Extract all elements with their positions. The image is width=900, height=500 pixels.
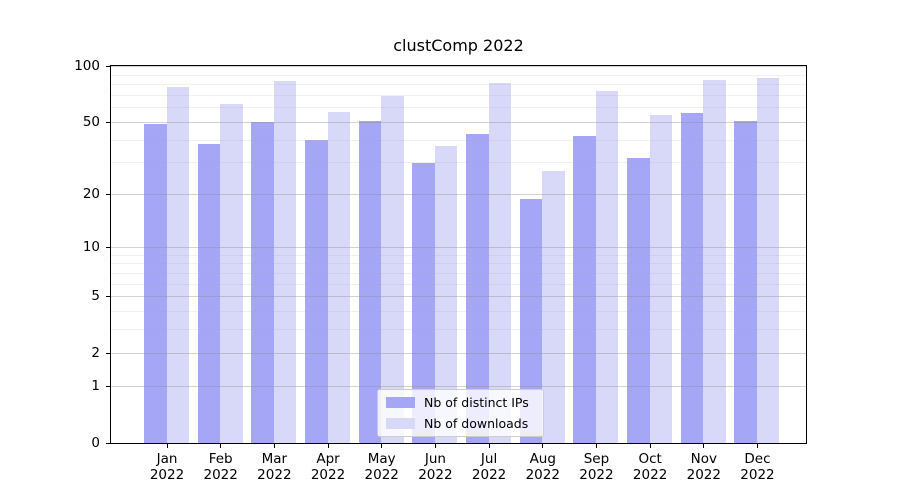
- x-axis-tick-label: Nov 2022: [686, 451, 721, 483]
- bar-downloads-Jul: [488, 82, 512, 443]
- x-axis-tick-label: Jul 2022: [471, 451, 507, 483]
- x-axis-tick-label: Mar 2022: [257, 451, 292, 483]
- y-tick-mark: [105, 121, 110, 123]
- legend-item-distinct-ips: Nb of distinct IPs: [378, 393, 543, 412]
- bar-distinct-ips-Aug: [519, 198, 543, 443]
- bar-downloads-Nov: [703, 79, 726, 443]
- x-tick-mark: [166, 443, 168, 448]
- y-axis-tick-label: 5: [91, 288, 100, 305]
- bar-distinct-ips-Jul: [466, 134, 489, 443]
- legend: Nb of distinct IPs Nb of downloads: [377, 389, 544, 437]
- gridline-minor: [111, 94, 806, 96]
- y-axis-tick-label: 50: [82, 113, 100, 130]
- bar-downloads-Feb: [220, 103, 243, 443]
- gridline-major: [111, 66, 806, 67]
- y-axis-tick-label: 100: [74, 58, 100, 74]
- legend-label-distinct-ips: Nb of distinct IPs: [424, 395, 529, 410]
- y-axis-tick-label: 1: [91, 377, 100, 394]
- y-tick-mark: [105, 246, 110, 248]
- gridline-minor: [111, 84, 806, 85]
- x-axis-tick-label: Jun 2022: [418, 451, 453, 483]
- gridline-minor: [111, 107, 806, 109]
- bar-downloads-Sep: [595, 90, 619, 443]
- bar-distinct-ips-Jan: [144, 123, 167, 443]
- y-tick-mark: [105, 296, 110, 298]
- bar-downloads-Dec: [756, 77, 780, 443]
- x-axis-tick-label: Aug 2022: [525, 451, 560, 483]
- y-axis-tick-label: 20: [82, 186, 100, 203]
- legend-swatch-distinct-ips: [386, 397, 415, 408]
- chart-title: clustComp 2022: [393, 36, 524, 55]
- x-tick-mark: [273, 443, 275, 448]
- x-tick-mark: [327, 443, 329, 448]
- bar-distinct-ips-Feb: [197, 144, 221, 443]
- bar-distinct-ips-Mar: [251, 122, 274, 443]
- x-tick-mark: [542, 443, 544, 448]
- legend-item-downloads: Nb of downloads: [378, 414, 543, 433]
- x-axis-tick-label: Feb 2022: [203, 451, 238, 483]
- x-tick-mark: [703, 443, 705, 448]
- bar-downloads-Aug: [542, 171, 565, 443]
- x-tick-mark: [220, 443, 222, 448]
- x-axis-tick-label: Oct 2022: [632, 451, 668, 483]
- x-axis-tick-label: Jan 2022: [149, 451, 185, 483]
- bar-distinct-ips-Sep: [573, 136, 596, 443]
- bar-distinct-ips-Dec: [734, 120, 757, 443]
- bar-distinct-ips-Jun: [412, 162, 435, 443]
- bar-distinct-ips-May: [358, 120, 382, 443]
- x-axis-tick-label: Dec 2022: [740, 451, 775, 483]
- y-axis-tick-label: 2: [91, 344, 100, 361]
- bar-downloads-Oct: [649, 114, 673, 443]
- bar-downloads-Mar: [273, 80, 297, 443]
- legend-swatch-downloads: [386, 418, 415, 429]
- y-tick-mark: [105, 194, 110, 196]
- x-tick-mark: [649, 443, 651, 448]
- x-tick-mark: [381, 443, 383, 448]
- bar-distinct-ips-Oct: [627, 157, 650, 443]
- bar-downloads-Jan: [166, 86, 189, 443]
- y-tick-mark: [105, 442, 110, 444]
- x-axis-tick-label: Apr 2022: [310, 451, 346, 483]
- bar-downloads-Apr: [327, 111, 351, 443]
- y-tick-mark: [105, 385, 110, 387]
- y-axis-tick-label: 10: [82, 238, 100, 255]
- x-axis-tick-label: Sep 2022: [579, 451, 614, 483]
- y-tick-mark: [105, 66, 110, 67]
- bar-distinct-ips-Apr: [305, 140, 328, 443]
- x-tick-mark: [434, 443, 436, 448]
- gridline-minor: [111, 74, 806, 76]
- legend-label-downloads: Nb of downloads: [424, 416, 529, 431]
- x-tick-mark: [488, 443, 490, 448]
- bar-distinct-ips-Nov: [680, 113, 704, 443]
- y-tick-mark: [105, 352, 110, 354]
- bar-downloads-May: [381, 96, 404, 443]
- y-axis-tick-label: 0: [91, 434, 100, 451]
- bar-downloads-Jun: [434, 146, 458, 443]
- x-axis-tick-label: May 2022: [364, 451, 399, 483]
- x-tick-mark: [595, 443, 597, 448]
- x-tick-mark: [756, 443, 758, 448]
